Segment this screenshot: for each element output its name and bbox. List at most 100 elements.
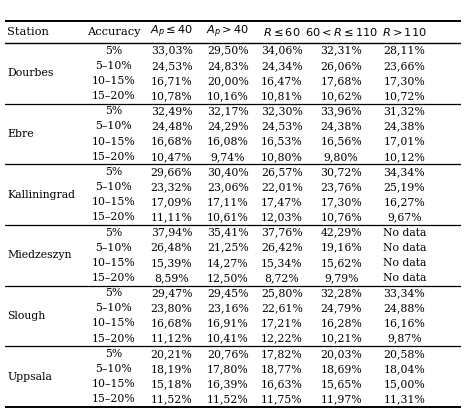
Text: 23,76%: 23,76% xyxy=(320,182,362,192)
Text: 34,34%: 34,34% xyxy=(384,167,425,177)
Text: 10,16%: 10,16% xyxy=(207,91,249,101)
Text: 16,91%: 16,91% xyxy=(207,319,249,329)
Text: No data: No data xyxy=(383,258,426,268)
Text: 24,29%: 24,29% xyxy=(207,122,249,131)
Text: 20,21%: 20,21% xyxy=(151,349,192,359)
Text: 15,00%: 15,00% xyxy=(384,379,425,389)
Text: 16,68%: 16,68% xyxy=(151,137,192,147)
Text: 16,53%: 16,53% xyxy=(261,137,303,147)
Text: 20,76%: 20,76% xyxy=(207,349,249,359)
Text: 24,53%: 24,53% xyxy=(151,61,192,71)
Text: 12,50%: 12,50% xyxy=(207,273,249,283)
Text: 24,38%: 24,38% xyxy=(384,122,425,131)
Text: 5%: 5% xyxy=(105,288,123,298)
Text: 5–10%: 5–10% xyxy=(96,122,132,131)
Text: 5%: 5% xyxy=(105,106,123,116)
Text: 16,71%: 16,71% xyxy=(151,76,192,86)
Text: 15–20%: 15–20% xyxy=(92,212,136,222)
Text: 15,62%: 15,62% xyxy=(320,258,362,268)
Text: 5–10%: 5–10% xyxy=(96,243,132,253)
Text: 23,80%: 23,80% xyxy=(151,303,192,314)
Text: 16,47%: 16,47% xyxy=(261,76,303,86)
Text: 17,01%: 17,01% xyxy=(384,137,425,147)
Text: 33,03%: 33,03% xyxy=(151,46,192,56)
Text: Station: Station xyxy=(7,27,49,37)
Text: 18,19%: 18,19% xyxy=(151,364,192,374)
Text: 16,16%: 16,16% xyxy=(384,319,425,329)
Text: 10,80%: 10,80% xyxy=(261,152,303,162)
Text: 10–15%: 10–15% xyxy=(92,76,136,86)
Text: 10–15%: 10–15% xyxy=(92,319,136,329)
Text: 16,28%: 16,28% xyxy=(320,319,362,329)
Text: 32,49%: 32,49% xyxy=(151,106,192,116)
Text: 5–10%: 5–10% xyxy=(96,303,132,314)
Text: 16,08%: 16,08% xyxy=(207,137,249,147)
Text: 29,50%: 29,50% xyxy=(207,46,249,56)
Text: 33,96%: 33,96% xyxy=(320,106,362,116)
Text: 14,27%: 14,27% xyxy=(207,258,249,268)
Text: 22,61%: 22,61% xyxy=(261,303,303,314)
Text: 9,79%: 9,79% xyxy=(324,273,358,283)
Text: 20,00%: 20,00% xyxy=(207,76,249,86)
Text: 11,52%: 11,52% xyxy=(151,394,192,404)
Text: $A_p > 40$: $A_p > 40$ xyxy=(206,24,250,40)
Text: 11,12%: 11,12% xyxy=(151,334,192,344)
Text: 19,16%: 19,16% xyxy=(320,243,362,253)
Text: 5%: 5% xyxy=(105,46,123,56)
Text: 24,48%: 24,48% xyxy=(151,122,192,131)
Text: 17,11%: 17,11% xyxy=(207,197,249,207)
Text: Accuracy: Accuracy xyxy=(87,27,141,37)
Text: 37,76%: 37,76% xyxy=(261,227,303,237)
Text: 24,38%: 24,38% xyxy=(320,122,362,131)
Text: 10,81%: 10,81% xyxy=(261,91,303,101)
Text: 15–20%: 15–20% xyxy=(92,334,136,344)
Text: 11,31%: 11,31% xyxy=(384,394,425,404)
Text: $R > 110$: $R > 110$ xyxy=(382,26,427,38)
Text: 15,65%: 15,65% xyxy=(321,379,362,389)
Text: 16,56%: 16,56% xyxy=(320,137,362,147)
Text: 5%: 5% xyxy=(105,349,123,359)
Text: 16,39%: 16,39% xyxy=(207,379,249,389)
Text: 25,80%: 25,80% xyxy=(261,288,303,298)
Text: 15,18%: 15,18% xyxy=(151,379,192,389)
Text: 32,17%: 32,17% xyxy=(207,106,249,116)
Text: 12,22%: 12,22% xyxy=(261,334,303,344)
Text: 10,47%: 10,47% xyxy=(151,152,192,162)
Text: Miedzeszyn: Miedzeszyn xyxy=(7,250,72,260)
Text: 11,97%: 11,97% xyxy=(321,394,362,404)
Text: 31,32%: 31,32% xyxy=(384,106,425,116)
Text: 5–10%: 5–10% xyxy=(96,61,132,71)
Text: 8,59%: 8,59% xyxy=(154,273,189,283)
Text: Uppsala: Uppsala xyxy=(7,372,52,382)
Text: No data: No data xyxy=(383,227,426,237)
Text: 17,30%: 17,30% xyxy=(384,76,425,86)
Text: 42,29%: 42,29% xyxy=(321,227,362,237)
Text: 9,87%: 9,87% xyxy=(387,334,422,344)
Text: 10–15%: 10–15% xyxy=(92,197,136,207)
Text: 9,67%: 9,67% xyxy=(387,212,422,222)
Text: 10–15%: 10–15% xyxy=(92,379,136,389)
Text: No data: No data xyxy=(383,273,426,283)
Text: 34,06%: 34,06% xyxy=(261,46,303,56)
Text: 10,21%: 10,21% xyxy=(320,334,362,344)
Text: 9,80%: 9,80% xyxy=(324,152,359,162)
Text: 30,72%: 30,72% xyxy=(320,167,362,177)
Text: 23,66%: 23,66% xyxy=(384,61,425,71)
Text: 17,09%: 17,09% xyxy=(151,197,192,207)
Text: $R \leq 60$: $R \leq 60$ xyxy=(263,26,301,38)
Text: 15–20%: 15–20% xyxy=(92,152,136,162)
Text: 30,40%: 30,40% xyxy=(207,167,249,177)
Text: 9,74%: 9,74% xyxy=(211,152,245,162)
Text: 26,57%: 26,57% xyxy=(261,167,303,177)
Text: 24,79%: 24,79% xyxy=(321,303,362,314)
Text: 10,72%: 10,72% xyxy=(384,91,425,101)
Text: Dourbes: Dourbes xyxy=(7,69,54,79)
Text: 10,61%: 10,61% xyxy=(207,212,249,222)
Text: Ebre: Ebre xyxy=(7,129,34,139)
Text: 5%: 5% xyxy=(105,227,123,237)
Text: 20,58%: 20,58% xyxy=(384,349,425,359)
Text: 16,63%: 16,63% xyxy=(261,379,303,389)
Text: 5–10%: 5–10% xyxy=(96,182,132,192)
Text: 10,78%: 10,78% xyxy=(151,91,192,101)
Text: 20,03%: 20,03% xyxy=(320,349,362,359)
